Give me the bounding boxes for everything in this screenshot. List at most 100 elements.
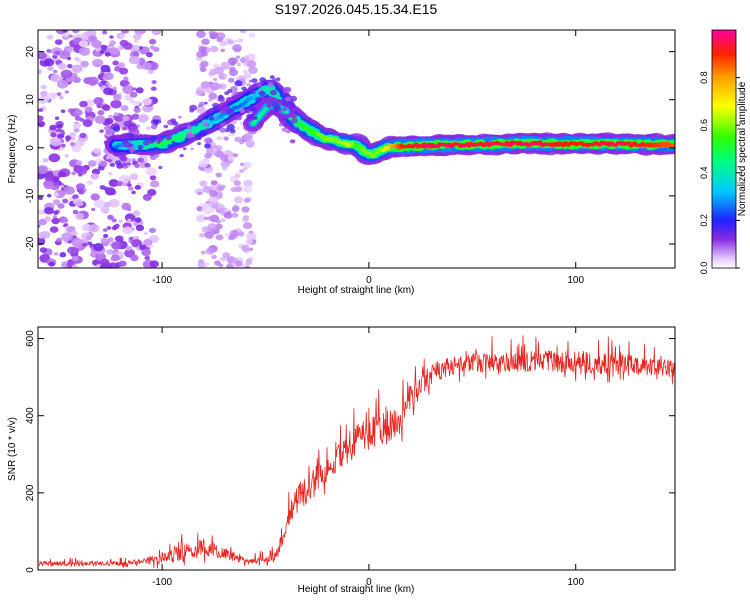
spectrogram-cell	[123, 141, 132, 148]
spectrogram-cell	[149, 45, 156, 50]
spectrogram-y-axis: -20 -10 0 10 20	[25, 46, 675, 251]
spectrogram-cell	[38, 224, 41, 228]
spectrogram-cell	[60, 109, 66, 113]
spectrogram-cell	[67, 246, 78, 255]
spectrogram-cell	[131, 113, 140, 120]
spectrogram-cell	[100, 237, 108, 243]
spectrogram-cell	[111, 241, 123, 250]
spectrogram-cell	[99, 160, 108, 167]
spectrogram-cell	[64, 154, 69, 158]
spectrogram-cell	[113, 94, 122, 101]
spectrogram-cell	[142, 140, 150, 146]
spectrogram-cell	[208, 81, 213, 85]
spectrogram-cell	[107, 237, 114, 243]
spectrogram-cell	[222, 252, 231, 258]
spectrogram-cell	[200, 60, 209, 68]
spectrogram-cell	[112, 126, 121, 132]
snr-background	[38, 327, 675, 570]
spectrogram-cell	[671, 143, 675, 147]
spectrogram-cell	[278, 122, 284, 127]
spectrogram-cell	[99, 129, 104, 133]
spectrogram-cell	[259, 77, 267, 83]
spectrogram-cell	[103, 126, 109, 131]
spectrogram-cell	[107, 262, 119, 268]
spectrogram-cell	[143, 231, 148, 236]
spectrogram-cell	[209, 32, 219, 40]
spectrogram-cell	[88, 224, 100, 233]
spectrogram-cell	[54, 50, 61, 55]
spectrogram-cell	[241, 206, 250, 213]
spectrogram-cell	[149, 153, 155, 157]
spectrogram-cell	[235, 115, 243, 121]
spectrogram-cell	[149, 175, 157, 181]
spectrogram-cell	[138, 113, 150, 123]
spectrogram-cell	[209, 68, 217, 75]
spectrogram-cell	[43, 181, 55, 190]
spectrogram-cell	[193, 133, 197, 137]
spectrogram-cell	[57, 62, 67, 70]
spectrogram-cell	[56, 237, 62, 243]
spectrogram-cell	[128, 146, 137, 153]
spectrogram-cell	[241, 86, 247, 91]
spectrogram-cell	[58, 95, 64, 100]
spectrogram-cell	[151, 80, 157, 84]
spectrogram-cell	[150, 124, 158, 130]
spectrogram-cell	[75, 166, 88, 175]
spectrogram-y-label: Frequency (Hz)	[7, 115, 18, 184]
spectrogram-cell	[242, 69, 248, 74]
spectrogram-cell	[258, 91, 266, 97]
spectrogram-cell	[266, 100, 274, 107]
spectrogram-cell	[102, 30, 108, 35]
spectrogram-cell	[204, 166, 214, 174]
spectrogram-cell	[75, 183, 86, 191]
spectrogram-cell	[57, 203, 65, 209]
spectrogram-cell	[142, 98, 152, 106]
spectrogram-cell	[232, 44, 242, 52]
spectrogram-cell	[107, 171, 113, 176]
spectrogram-cell	[146, 126, 151, 130]
spectrogram-cell	[107, 158, 112, 163]
spectrogram-cell	[38, 121, 46, 127]
spectrogram-heat	[38, 30, 675, 268]
spectrogram-cell	[111, 226, 118, 231]
spectrogram-cell	[153, 119, 159, 124]
spectrogram-cell	[205, 138, 213, 145]
spectrogram-cell	[147, 189, 157, 196]
spectrogram-cell	[38, 165, 49, 175]
spectrogram-cell	[235, 260, 243, 267]
spectrogram-cell	[198, 103, 203, 108]
spectrogram-cell	[100, 64, 111, 73]
snr-x-label: Height of straight line (km)	[298, 584, 415, 595]
spectrogram-cell	[145, 167, 157, 176]
spectrogram-cell	[146, 52, 153, 58]
spectrogram-cell	[135, 87, 144, 94]
spectrogram-cell	[385, 146, 391, 151]
spectrogram-cell	[123, 76, 129, 81]
spectrogram-cell	[124, 132, 131, 138]
snr-frame	[37, 326, 676, 571]
colorbar-tick-label: 0.0	[699, 262, 709, 275]
spectrogram-cell	[156, 136, 164, 142]
colorbar-gradient	[711, 29, 737, 269]
spectrogram-cell	[217, 186, 224, 191]
spectrogram-cell	[92, 58, 104, 68]
spectrogram-cell	[289, 139, 296, 144]
spectrogram-cell	[171, 140, 176, 144]
spectrogram-cell	[129, 99, 135, 104]
spectrogram-cell	[100, 258, 110, 266]
spectrogram-cell	[74, 56, 80, 61]
spectrogram-cell	[204, 152, 212, 159]
spectrogram-cell	[85, 235, 92, 241]
spectrogram-cell	[219, 105, 228, 112]
spectrogram-cell	[150, 86, 157, 91]
spectrogram-x-label: Height of straight line (km)	[298, 285, 415, 296]
spectrogram-cell	[249, 88, 254, 92]
spectrogram-cell	[243, 55, 249, 60]
spectrogram-cell	[249, 106, 256, 112]
spectrogram-cell	[224, 208, 230, 213]
spectrogram-cell	[53, 215, 57, 219]
spectrogram-cell	[226, 123, 235, 131]
spectrogram-cell	[122, 162, 128, 167]
